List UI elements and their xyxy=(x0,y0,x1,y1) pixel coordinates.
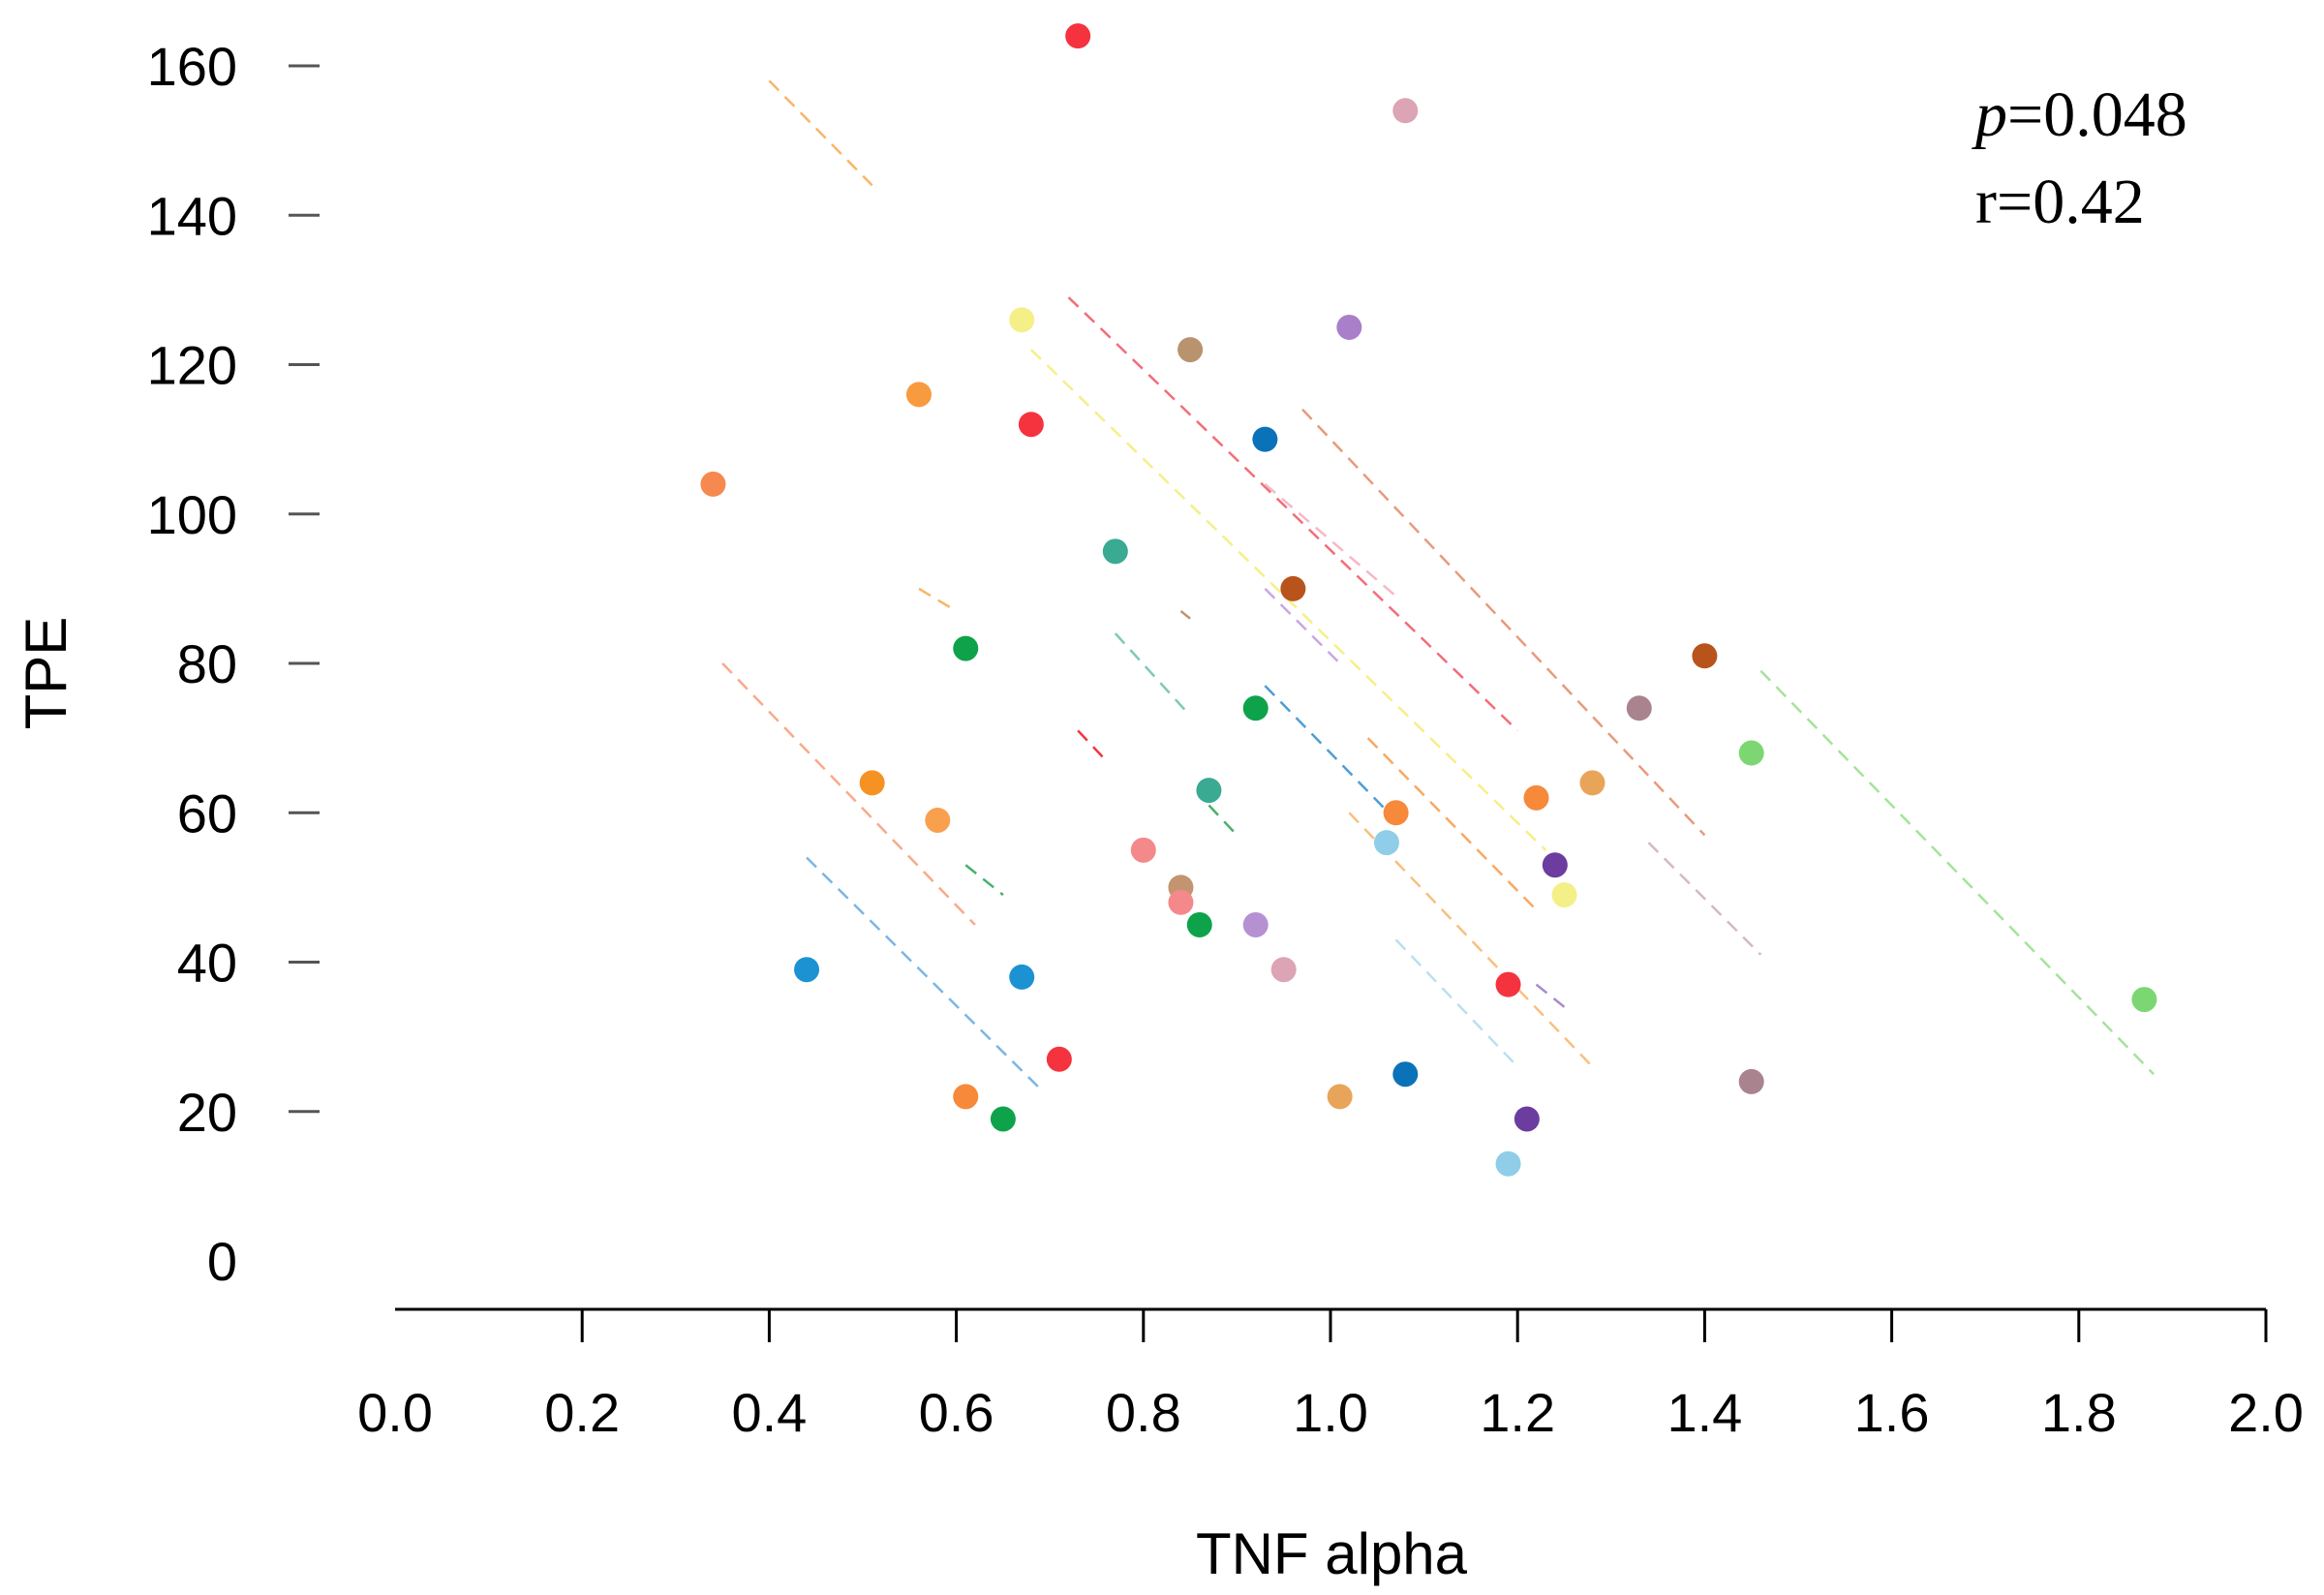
x-tick-label-4: 0.8 xyxy=(1106,1382,1181,1443)
data-point-34 xyxy=(2131,987,2157,1013)
dashed-line-6 xyxy=(1179,610,1191,620)
data-point-7 xyxy=(1252,426,1278,452)
data-point-42 xyxy=(1495,1150,1521,1177)
dashed-line-12 xyxy=(1366,737,1538,911)
dashed-line-4 xyxy=(1264,482,1397,598)
data-point-0 xyxy=(1065,23,1091,49)
x-tick-label-6: 1.2 xyxy=(1480,1382,1555,1443)
dashed-line-10 xyxy=(1077,729,1108,762)
data-point-22 xyxy=(1373,830,1399,856)
dashed-line-7 xyxy=(1114,632,1192,717)
data-point-5 xyxy=(905,382,932,408)
data-point-2 xyxy=(1009,307,1035,333)
dashed-line-0 xyxy=(768,79,873,187)
dashed-line-15 xyxy=(964,864,1004,897)
p-symbol: p xyxy=(1972,79,2007,150)
x-tick-label-2: 0.4 xyxy=(731,1382,807,1443)
data-point-18 xyxy=(1196,778,1222,804)
data-point-30 xyxy=(1270,957,1297,983)
data-point-24 xyxy=(1542,852,1568,878)
x-tick-label-1: 0.2 xyxy=(544,1382,620,1443)
x-tick-label-3: 0.6 xyxy=(919,1382,994,1443)
data-point-26 xyxy=(1551,882,1577,908)
dashed-line-14 xyxy=(1759,669,2155,1076)
points-layer xyxy=(700,23,2157,1177)
y-axis-title: TPE xyxy=(14,617,78,730)
x-tick-label-0: 0.0 xyxy=(357,1382,433,1443)
data-point-20 xyxy=(1383,800,1409,826)
data-point-38 xyxy=(953,1084,979,1110)
data-point-36 xyxy=(1392,1061,1419,1088)
dashed-line-13 xyxy=(1208,804,1238,837)
data-point-40 xyxy=(1514,1106,1540,1132)
dashed-line-19 xyxy=(1394,938,1519,1068)
data-point-41 xyxy=(990,1106,1016,1132)
data-point-9 xyxy=(1102,538,1128,565)
dashed-lines-layer xyxy=(721,79,2155,1090)
x-tick-label-10: 2.0 xyxy=(2228,1382,2304,1443)
y-axis-ticks: 0 20 40 60 80 100 120 140 160 xyxy=(147,36,320,1292)
r-value-annotation: r=0.42 xyxy=(1975,167,2145,237)
p-value-annotation: p=0.048 xyxy=(1972,79,2187,150)
y-tick-label-6: 120 xyxy=(147,335,237,396)
data-point-1 xyxy=(1392,98,1419,124)
dashed-line-18 xyxy=(806,856,1042,1090)
y-tick-label-7: 140 xyxy=(147,185,237,246)
data-point-23 xyxy=(1130,837,1156,863)
data-point-28 xyxy=(1186,911,1212,937)
data-point-11 xyxy=(953,635,979,661)
dashed-line-17 xyxy=(1348,812,1594,1068)
data-point-31 xyxy=(794,957,820,983)
dashed-line-16 xyxy=(1647,842,1762,956)
y-tick-label-5: 100 xyxy=(147,484,237,545)
data-point-19 xyxy=(1523,784,1549,811)
data-point-21 xyxy=(925,807,951,833)
y-tick-label-3: 60 xyxy=(177,782,237,844)
dashed-line-20 xyxy=(1535,983,1566,1008)
data-point-29 xyxy=(1242,911,1269,937)
data-point-6 xyxy=(1018,412,1044,438)
dashed-line-8 xyxy=(1264,587,1341,664)
x-tick-label-7: 1.4 xyxy=(1667,1382,1742,1443)
x-tick-label-9: 1.8 xyxy=(2041,1382,2117,1443)
data-point-32 xyxy=(1009,964,1035,990)
data-point-39 xyxy=(1327,1084,1353,1110)
data-point-10 xyxy=(1280,575,1306,601)
dashed-line-11 xyxy=(1264,685,1397,821)
x-tick-label-5: 1.0 xyxy=(1293,1382,1368,1443)
data-point-37 xyxy=(1738,1068,1764,1094)
data-point-16 xyxy=(859,770,885,796)
x-axis: 0.0 0.2 0.4 0.6 0.8 1.0 1.2 1.4 1.6 1.8 2.0 xyxy=(357,1307,2304,1443)
dashed-line-5 xyxy=(918,587,958,613)
data-point-15 xyxy=(1738,740,1764,766)
data-point-8 xyxy=(700,471,726,497)
dashed-line-1 xyxy=(1067,296,1519,732)
dashed-line-3 xyxy=(1301,408,1706,837)
data-point-17 xyxy=(1579,770,1605,796)
y-tick-label-1: 20 xyxy=(177,1082,237,1143)
data-point-14 xyxy=(1626,695,1652,721)
data-point-27 xyxy=(1168,889,1194,915)
y-tick-label-8: 160 xyxy=(147,36,237,97)
x-axis-ticks: 0.0 0.2 0.4 0.6 0.8 1.0 1.2 1.4 1.6 1.8 2.0 xyxy=(357,1309,2304,1443)
x-tick-label-8: 1.6 xyxy=(1854,1382,1930,1443)
dashed-line-9 xyxy=(721,662,976,926)
p-value: =0.048 xyxy=(2007,79,2187,150)
data-point-12 xyxy=(1692,643,1718,669)
data-point-33 xyxy=(1495,971,1521,997)
data-point-13 xyxy=(1242,695,1269,721)
x-axis-title: TNF alpha xyxy=(1196,1521,1468,1586)
data-point-35 xyxy=(1046,1046,1072,1072)
y-axis: 0 20 40 60 80 100 120 140 160 xyxy=(147,36,320,1292)
y-tick-label-0: 0 xyxy=(207,1231,237,1292)
y-tick-label-2: 40 xyxy=(177,933,237,994)
y-tick-label-4: 80 xyxy=(177,633,237,694)
data-point-3 xyxy=(1336,314,1362,340)
data-point-4 xyxy=(1177,337,1204,363)
